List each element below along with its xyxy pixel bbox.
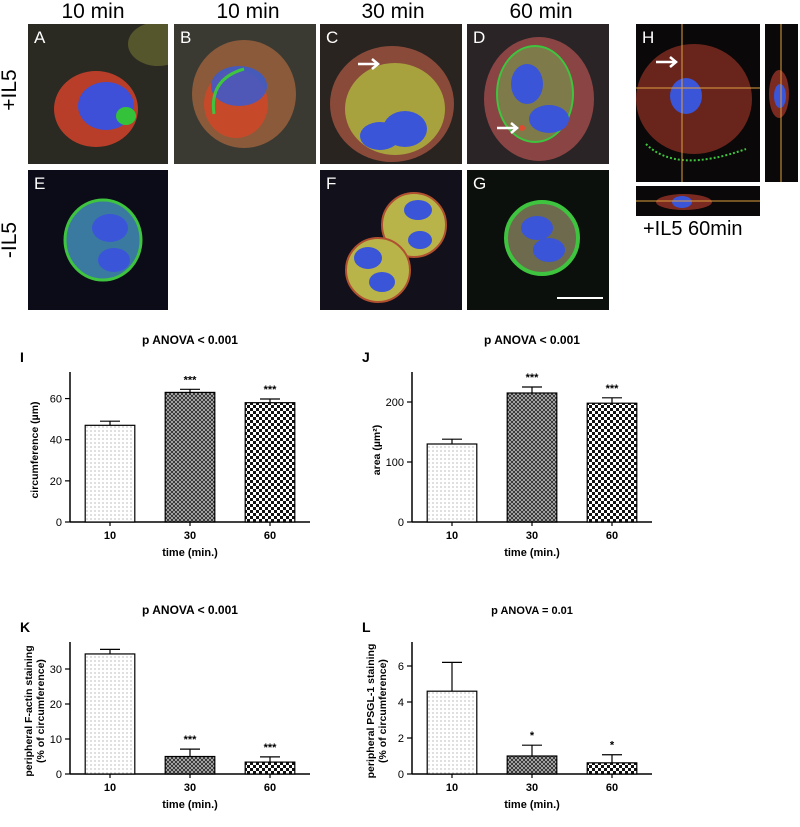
chart-i-ytick-label: 0	[56, 517, 62, 529]
row-title-plus-il5: +IL5	[0, 69, 21, 111]
chart-k-ytick-label: 20	[50, 699, 62, 711]
chart-l-bar	[506, 755, 558, 775]
chart-j-xtick-label: 10	[446, 530, 458, 542]
chart-l-ylabel-unit: (% of circumference)	[377, 659, 389, 763]
chart-j-significance: ***	[526, 372, 540, 384]
chart-k-ylabel-unit: (% of circumference)	[35, 659, 47, 763]
chart-k-ytick-label: 0	[56, 769, 62, 781]
chart-j-ytick-label: 0	[398, 517, 404, 529]
chart-k-bar	[84, 653, 136, 775]
chart-k-bar	[244, 761, 296, 775]
chart-l-ytick-label: 0	[398, 769, 404, 781]
chart-k-xlabel: time (min.)	[162, 799, 218, 811]
chart-j-ytick-label: 200	[386, 397, 404, 409]
panel-label-h: H	[642, 28, 655, 47]
chart-i-xtick-label: 60	[264, 530, 276, 542]
chart-l-svg: Lp ANOVA = 0.01 0 2 4 6 peripheral PSGL-1 sta…	[362, 605, 652, 811]
chart-k-ytick-label: 30	[50, 664, 62, 676]
panel-label-a: A	[34, 28, 46, 47]
chart-k-title: p ANOVA < 0.001	[142, 603, 238, 617]
chart-l-ytick-label: 2	[398, 733, 404, 745]
column-title-c: 30 min	[361, 0, 425, 23]
chart-k-significance: ***	[264, 742, 278, 754]
chart-j-panel-label: J	[362, 349, 370, 365]
row-title-minus-il5: -IL5	[0, 221, 21, 259]
chart-k-significance: ***	[184, 734, 198, 746]
micrograph-panel-a: A	[28, 24, 168, 164]
chart-l-significance: *	[530, 730, 535, 742]
panel-label-d: D	[473, 28, 486, 47]
chart-j-bar	[506, 392, 558, 523]
column-title-b: 10 min	[216, 0, 280, 23]
micrograph-panel-b: B	[174, 24, 316, 164]
chart-l-xtick-label: 30	[526, 782, 538, 794]
chart-l-ytick-label: 4	[398, 697, 404, 709]
chart-i-ytick-label: 60	[50, 394, 62, 406]
panel-label-e: E	[34, 174, 46, 193]
micrograph-panel-d: D	[467, 24, 609, 164]
chart-k-panel-label: K	[20, 619, 30, 635]
chart-k-ytick-label: 10	[50, 734, 62, 746]
column-title-a: 10 min	[61, 0, 125, 23]
chart-k-xtick-label: 60	[264, 782, 276, 794]
chart-l-ytick-label: 6	[398, 661, 404, 673]
panel-label-c: C	[326, 28, 339, 47]
chart-l-bar	[426, 690, 478, 775]
panel-label-g: G	[473, 174, 487, 193]
chart-l-significance: *	[610, 740, 615, 752]
chart-j-bar	[426, 443, 478, 523]
panel-label-b: B	[180, 28, 192, 47]
panel-label-f: F	[326, 174, 337, 193]
chart-j-ytick-label: 100	[386, 457, 404, 469]
chart-i-ylabel: circumference (µm)	[29, 401, 41, 498]
chart-k-xtick-label: 10	[104, 782, 116, 794]
chart-j-bar	[586, 402, 638, 523]
micrograph-panel-e: E	[28, 170, 168, 310]
chart-l-xtick-label: 10	[446, 782, 458, 794]
chart-i-bar	[84, 424, 136, 523]
chart-i-svg: Ip ANOVA < 0.001 0 20 40 60 circumference (µm…	[20, 333, 310, 559]
chart-i-ytick-label: 20	[50, 476, 62, 488]
chart-i-significance: ***	[184, 374, 198, 386]
chart-l-xtick-label: 60	[606, 782, 618, 794]
micrograph-panel-h: H	[636, 24, 760, 182]
chart-i-bar	[244, 402, 296, 523]
micrograph-panel-c: C	[320, 24, 462, 164]
chart-i-significance: ***	[264, 384, 278, 396]
chart-j-xlabel: time (min.)	[504, 547, 560, 559]
chart-k-bar	[164, 755, 216, 775]
chart-i-xtick-label: 30	[184, 530, 196, 542]
chart-k-xtick-label: 30	[184, 782, 196, 794]
chart-l-bar	[586, 762, 638, 775]
chart-i-ytick-label: 40	[50, 435, 62, 447]
chart-j-ylabel: area (µm²)	[371, 425, 383, 475]
chart-i-xlabel: time (min.)	[162, 547, 218, 559]
chart-j-svg: Jp ANOVA < 0.001 0 100 200 area (µm²) 10 *** 30…	[362, 333, 652, 559]
micrograph-panel-f: F	[320, 170, 462, 310]
column-title-d: 60 min	[509, 0, 573, 23]
chart-j-title: p ANOVA < 0.001	[484, 333, 580, 347]
chart-l-title: p ANOVA = 0.01	[491, 605, 573, 617]
micrograph-side-view-h	[765, 24, 798, 182]
chart-l-xlabel: time (min.)	[504, 799, 560, 811]
micrograph-bottom-view-h	[636, 186, 760, 216]
chart-j-xtick-label: 60	[606, 530, 618, 542]
chart-l-panel-label: L	[362, 619, 371, 635]
chart-l-ylabel: peripheral PSGL-1 staining	[365, 644, 377, 779]
micrograph-panel-g: G	[467, 170, 609, 310]
chart-j-xtick-label: 30	[526, 530, 538, 542]
chart-k-svg: Kp ANOVA < 0.001 0 10 20 30 peripheral F-acti…	[20, 603, 310, 811]
chart-i-bar	[164, 391, 216, 523]
panel-h-caption: +IL5 60min	[643, 218, 743, 240]
chart-i-panel-label: I	[20, 349, 24, 365]
chart-i-title: p ANOVA < 0.001	[142, 333, 238, 347]
chart-k-ylabel: peripheral F-actin staining	[23, 645, 35, 776]
chart-i-xtick-label: 10	[104, 530, 116, 542]
chart-j-significance: ***	[606, 383, 620, 395]
